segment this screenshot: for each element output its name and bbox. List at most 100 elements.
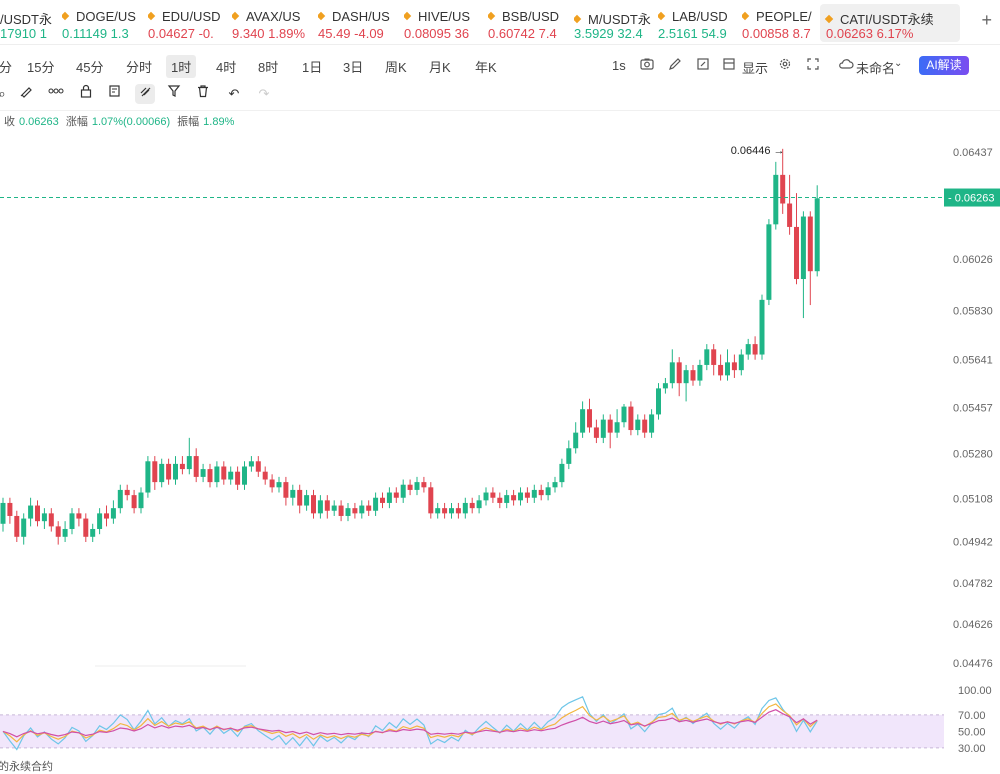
candle-body: [676, 362, 682, 384]
add-tab-button[interactable]: +: [981, 10, 992, 30]
ticker-tab[interactable]: AVAX/US 9.340 1.89%: [232, 4, 314, 42]
ticker-symbol-text: LAB/USD: [672, 9, 728, 24]
ticker-tab[interactable]: HIVE/US 0.08095 36: [404, 4, 484, 42]
change-value: 1.07%(0.00066): [91, 116, 171, 128]
candle-body: [83, 518, 89, 537]
cloud-icon[interactable]: [838, 57, 854, 74]
ticker-price: 45.49 -4.09: [318, 26, 384, 41]
camera-icon[interactable]: [640, 57, 654, 74]
ticker-tab[interactable]: DASH/US 45.49 -4.09: [318, 4, 400, 42]
interval-option[interactable]: 年K: [475, 60, 497, 75]
candle-body: [28, 505, 34, 519]
redo-icon[interactable]: ↷: [258, 86, 270, 101]
price-tick-label: 0.05830: [953, 305, 993, 317]
ticker-tab[interactable]: EDU/USD 0.04627 -0.: [148, 4, 228, 42]
interval-toolbar: 分 15分 45分 分时 1时 4时 8时 1日 3日 周K 月K 年K: [0, 52, 1000, 78]
candle-body: [297, 489, 303, 506]
magnifier-icon[interactable]: ⌕: [0, 86, 6, 101]
interval-option[interactable]: 4时: [216, 60, 237, 75]
ticker-symbol: PEOPLE/: [742, 9, 812, 24]
lock-icon[interactable]: [76, 84, 96, 104]
undo-icon[interactable]: ↶: [228, 86, 240, 101]
candle-body: [566, 448, 572, 464]
brush-icon[interactable]: [16, 84, 36, 104]
rsi-tick-label: 100.00: [958, 685, 992, 697]
candle-body: [725, 362, 730, 376]
pattern-icon[interactable]: [46, 84, 66, 104]
interval-option[interactable]: 分: [0, 60, 13, 75]
display-icon[interactable]: [722, 57, 736, 74]
price-tick-label: 0.04782: [953, 578, 993, 590]
interval-option[interactable]: 15分: [27, 60, 55, 75]
candle-body: [628, 406, 634, 431]
ticker-tab[interactable]: PEOPLE/0.00858 8.7: [742, 4, 816, 42]
candle-body: [248, 461, 254, 467]
candle-body: [400, 484, 406, 498]
ticker-symbol-text: DASH/US: [332, 9, 390, 24]
candle-body: [662, 383, 668, 389]
candle-body: [62, 528, 68, 537]
interval-option[interactable]: 分时: [126, 60, 153, 75]
rsi-tick-label: 70.00: [958, 710, 986, 722]
candle-body: [414, 482, 420, 490]
candle-body: [110, 508, 116, 519]
edit-note-icon[interactable]: [105, 84, 125, 104]
candle-body: [366, 505, 372, 511]
chevron-down-icon[interactable]: ⌄: [894, 58, 903, 69]
price-tick-label: 0.05457: [953, 402, 993, 414]
candle-body: [393, 492, 399, 498]
interval-option[interactable]: 1日: [302, 60, 323, 75]
candle-body: [69, 513, 75, 529]
refresh-rate-button[interactable]: 1s: [612, 58, 626, 73]
display-button[interactable]: 显示: [742, 61, 769, 76]
ticker-tab[interactable]: BSB/USD 0.60742 7.4: [488, 4, 570, 42]
candle-body: [228, 471, 234, 480]
ticker-price: 0.08095 36: [404, 26, 470, 41]
candle-body: [814, 198, 820, 272]
candle-body: [380, 497, 385, 503]
candle-body: [683, 370, 689, 384]
price-tick-label: 0.06026: [953, 254, 993, 266]
ticker-symbol-text: M/USDT永: [588, 12, 651, 27]
filter-icon[interactable]: [164, 84, 184, 104]
candle-body: [104, 513, 109, 519]
ticker-tab[interactable]: LAB/USD 2.5161 54.9: [658, 4, 738, 42]
magnet-icon[interactable]: [135, 84, 155, 104]
interval-option[interactable]: 45分: [76, 60, 104, 75]
candle-body: [221, 466, 227, 480]
settings-gear-icon[interactable]: [778, 57, 792, 74]
candle-body: [469, 502, 475, 509]
interval-option[interactable]: 8时: [258, 60, 279, 75]
candle-body: [235, 471, 241, 485]
layout-name-select[interactable]: 未命名: [856, 61, 896, 76]
pen-icon[interactable]: [668, 57, 682, 74]
ticker-tab[interactable]: CATI/USDT永续 0.06263 6.17%: [820, 4, 960, 42]
interval-option[interactable]: 1时: [166, 55, 197, 78]
indicator-icon[interactable]: [696, 57, 710, 74]
ticker-tab[interactable]: M/USDT永 3.5929 32.4: [574, 4, 654, 42]
fullscreen-icon[interactable]: [806, 57, 820, 74]
ai-analysis-button[interactable]: AI解读: [919, 56, 969, 75]
candle-body: [304, 495, 310, 506]
ticker-price: 0.00858 8.7: [742, 26, 811, 41]
candle-body: [669, 362, 675, 384]
candle-body: [752, 344, 758, 355]
interval-option[interactable]: 月K: [429, 60, 451, 75]
ticker-price: 2.5161 54.9: [658, 26, 727, 41]
interval-option[interactable]: 3日: [343, 60, 364, 75]
candle-body: [207, 469, 213, 483]
rsi-band: [0, 714, 944, 748]
ticker-symbol: M/USDT永: [574, 9, 651, 28]
candle-body: [166, 463, 172, 480]
candle-body: [552, 482, 558, 488]
candle-body: [276, 482, 282, 488]
ticker-tab[interactable]: DOGE/US 0.11149 1.3: [62, 4, 144, 42]
candle-body: [476, 500, 482, 509]
candle-body: [421, 482, 427, 488]
ticker-tab[interactable]: /USDT永 17910 1: [0, 4, 58, 42]
interval-option[interactable]: 周K: [385, 60, 407, 75]
trash-icon[interactable]: [193, 84, 213, 104]
candle-body: [738, 354, 744, 371]
candle-body: [580, 409, 586, 433]
